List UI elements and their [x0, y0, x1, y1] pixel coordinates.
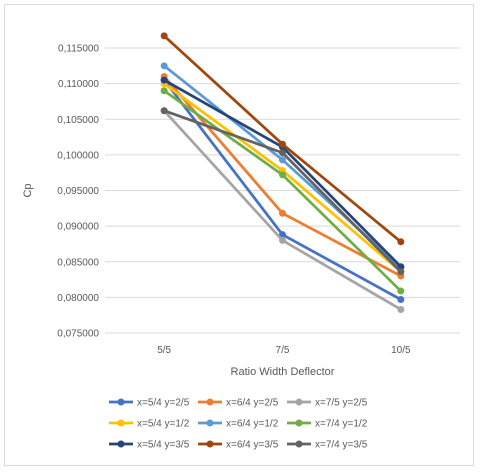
y-axis-ticks: 0,075000 0,080000 0,085000 0,090000 0,095000… — [57, 44, 99, 340]
x-tick-label: 7/5 — [276, 345, 290, 356]
series-lines — [160, 32, 405, 313]
data-point — [279, 171, 286, 179]
legend-label: x=5/4 y=1/2 — [137, 419, 190, 430]
legend-item: x=6/4 y=1/2 — [198, 419, 279, 430]
legend-swatch-marker — [295, 440, 303, 448]
data-point — [279, 140, 286, 148]
y-tick-label: 0,075000 — [57, 329, 99, 340]
data-point — [397, 238, 405, 246]
legend-swatch-marker — [295, 419, 303, 427]
y-tick-label: 0,090000 — [57, 222, 99, 233]
legend-label: x=7/4 y=1/2 — [315, 419, 368, 430]
series-line — [163, 79, 402, 301]
legend: x=5/4 y=2/5 x=6/4 y=2/5 x=7/5 y=2/5 x=5/4 y… — [109, 398, 368, 451]
data-point — [160, 107, 168, 115]
legend-item: x=5/4 y=2/5 — [109, 398, 190, 409]
x-tick-label: 10/5 — [391, 345, 411, 356]
y-tick-label: 0,080000 — [57, 293, 99, 304]
legend-item: x=6/4 y=3/5 — [198, 440, 279, 451]
gridlines — [105, 47, 460, 334]
chart-frame: 0,075000 0,080000 0,085000 0,090000 0,095000… — [4, 4, 474, 466]
legend-label: x=7/4 y=3/5 — [315, 440, 368, 451]
data-point — [397, 268, 405, 276]
data-point — [160, 87, 168, 95]
series-8 — [160, 32, 405, 246]
data-point — [397, 305, 405, 313]
data-point — [279, 156, 286, 164]
data-point — [279, 236, 286, 244]
legend-label: x=6/4 y=2/5 — [226, 398, 279, 409]
data-point — [397, 287, 405, 295]
legend-item: x=7/4 y=1/2 — [287, 419, 368, 430]
series-9 — [160, 107, 405, 276]
y-tick-label: 0,095000 — [57, 186, 99, 197]
legend-swatch-marker — [117, 440, 125, 448]
y-tick-label: 0,110000 — [58, 79, 99, 90]
data-point — [160, 76, 168, 84]
legend-item: x=6/4 y=2/5 — [198, 398, 279, 409]
legend-label: x=5/4 y=2/5 — [137, 398, 190, 409]
data-point — [279, 209, 286, 217]
legend-swatch-marker — [206, 440, 214, 448]
y-tick-label: 0,100000 — [57, 150, 99, 161]
legend-swatch-marker — [206, 398, 214, 406]
legend-label: x=7/5 y=2/5 — [315, 398, 368, 409]
legend-swatch-marker — [117, 419, 125, 427]
legend-label: x=5/4 y=3/5 — [137, 440, 190, 451]
legend-label: x=6/4 y=3/5 — [226, 440, 279, 451]
x-axis-ticks: 5/5 7/5 10/5 — [157, 345, 411, 356]
series-6 — [160, 87, 405, 295]
legend-swatch-marker — [295, 398, 303, 406]
legend-item: x=7/5 y=2/5 — [287, 398, 368, 409]
y-tick-label: 0,105000 — [57, 115, 99, 126]
y-axis-title: Cp — [22, 183, 34, 197]
series-line — [163, 109, 402, 273]
legend-swatch-marker — [117, 398, 125, 406]
legend-item: x=7/4 y=3/5 — [287, 440, 368, 451]
x-tick-label: 5/5 — [157, 345, 171, 356]
data-point — [160, 32, 168, 40]
series-1 — [160, 76, 405, 304]
line-chart: 0,075000 0,080000 0,085000 0,090000 0,095000… — [22, 32, 460, 451]
y-tick-label: 0,115000 — [58, 44, 99, 55]
legend-label: x=6/4 y=1/2 — [226, 419, 279, 430]
y-tick-label: 0,085000 — [57, 257, 99, 268]
data-point — [397, 296, 405, 304]
data-point — [279, 149, 286, 157]
legend-swatch-marker — [206, 419, 214, 427]
x-axis-title: Ratio Width Deflector — [231, 366, 335, 378]
data-point — [160, 62, 168, 70]
legend-item: x=5/4 y=3/5 — [109, 440, 190, 451]
legend-item: x=5/4 y=1/2 — [109, 419, 190, 430]
